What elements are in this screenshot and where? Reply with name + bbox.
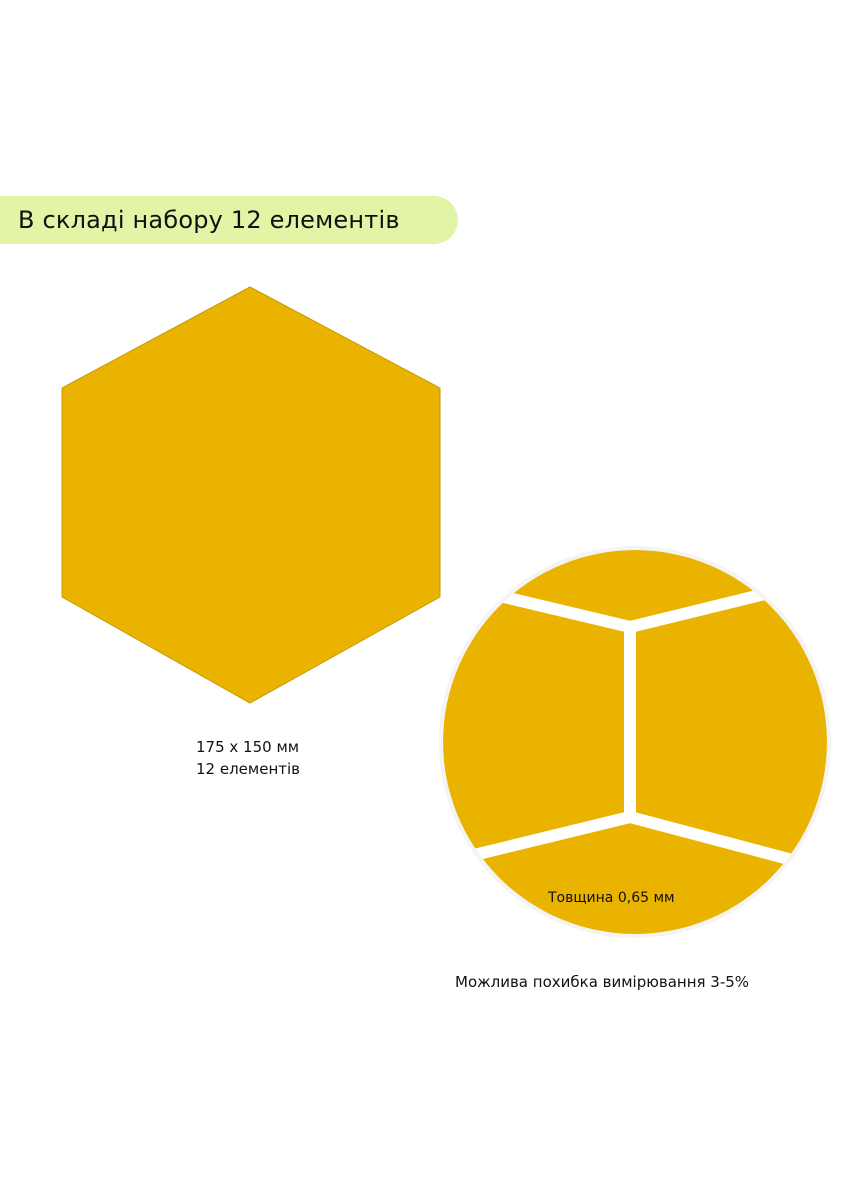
hexagon-mirror-tile xyxy=(61,286,441,704)
hexagon-caption: 175 x 150 мм 12 елементів xyxy=(196,736,300,780)
set-contents-banner: В складі набору 12 елементів xyxy=(0,196,458,244)
closeup-tiles xyxy=(443,550,827,934)
hexagon-size: 175 x 150 мм xyxy=(196,738,300,756)
thickness-label: Товщина 0,65 мм xyxy=(548,890,675,906)
hexagon-count: 12 елементів xyxy=(196,760,300,778)
measurement-note: Можлива похибка вимірювання 3-5% xyxy=(455,973,750,991)
banner-text: В складі набору 12 елементів xyxy=(18,206,400,234)
